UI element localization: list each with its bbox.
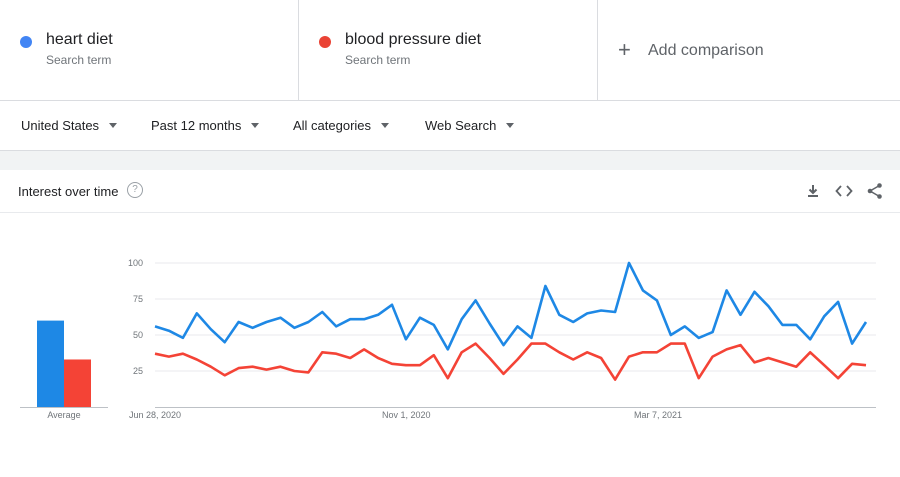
- search-type-dropdown[interactable]: Web Search: [425, 118, 515, 133]
- search-term-card-2[interactable]: blood pressure diet Search term: [299, 0, 598, 100]
- chart-labels: Jun 28, 2020 Nov 1, 2020 Mar 7, 2021: [129, 410, 682, 420]
- chart-lines: [154, 261, 868, 381]
- plus-icon: +: [618, 37, 631, 62]
- filter-bar: United States Past 12 months All categor…: [0, 101, 900, 151]
- caret-down-icon: [381, 123, 390, 128]
- help-icon[interactable]: ?: [127, 182, 143, 198]
- search-term-name[interactable]: heart diet: [46, 31, 113, 48]
- card-title: Interest over time: [18, 184, 119, 199]
- x-tick-label: Mar 7, 2021: [634, 410, 682, 420]
- x-tick-label: Jun 28, 2020: [129, 410, 181, 420]
- average-bar: [64, 359, 91, 407]
- region-dropdown[interactable]: United States: [21, 118, 118, 133]
- average-bars: Average: [20, 320, 108, 420]
- download-icon[interactable]: [804, 182, 822, 200]
- average-bar: [37, 320, 64, 407]
- y-tick-label: 50: [133, 330, 143, 340]
- caret-down-icon: [506, 123, 515, 128]
- y-tick-label: 25: [133, 366, 143, 376]
- search-term-type: Search term: [345, 53, 411, 67]
- caret-down-icon: [251, 123, 260, 128]
- chart-grid: 25 50 75 100: [128, 258, 876, 408]
- search-type-value: Web Search: [425, 118, 497, 133]
- search-term-name[interactable]: blood pressure diet: [345, 31, 482, 48]
- series-line: [154, 261, 868, 351]
- x-tick-label: Nov 1, 2020: [382, 410, 431, 420]
- embed-icon[interactable]: [835, 182, 853, 200]
- search-term-card-1[interactable]: heart diet Search term: [0, 0, 299, 100]
- time-range-value: Past 12 months: [151, 118, 242, 133]
- average-label: Average: [47, 410, 80, 420]
- caret-down-icon: [109, 123, 118, 128]
- interest-over-time-card: Interest over time ? Average 25 50 75 100 J…: [0, 170, 900, 477]
- category-value: All categories: [293, 118, 372, 133]
- interest-chart: Average 25 50 75 100 Jun 28, 2020 Nov 1, 202…: [20, 258, 876, 420]
- card-header: Interest over time ?: [0, 170, 900, 213]
- series-color-dot: [319, 36, 331, 48]
- series-color-dot: [20, 36, 32, 48]
- region-value: United States: [21, 118, 100, 133]
- y-tick-label: 100: [128, 258, 143, 268]
- time-range-dropdown[interactable]: Past 12 months: [151, 118, 260, 133]
- y-tick-label: 75: [133, 294, 143, 304]
- add-comparison-label: Add comparison: [648, 42, 764, 59]
- category-dropdown[interactable]: All categories: [293, 118, 390, 133]
- search-term-type: Search term: [46, 53, 112, 67]
- comparison-bar: heart diet Search term blood pressure di…: [0, 0, 900, 101]
- series-line: [154, 342, 867, 381]
- share-icon[interactable]: [866, 182, 884, 200]
- add-comparison-button[interactable]: + Add comparison: [598, 0, 900, 100]
